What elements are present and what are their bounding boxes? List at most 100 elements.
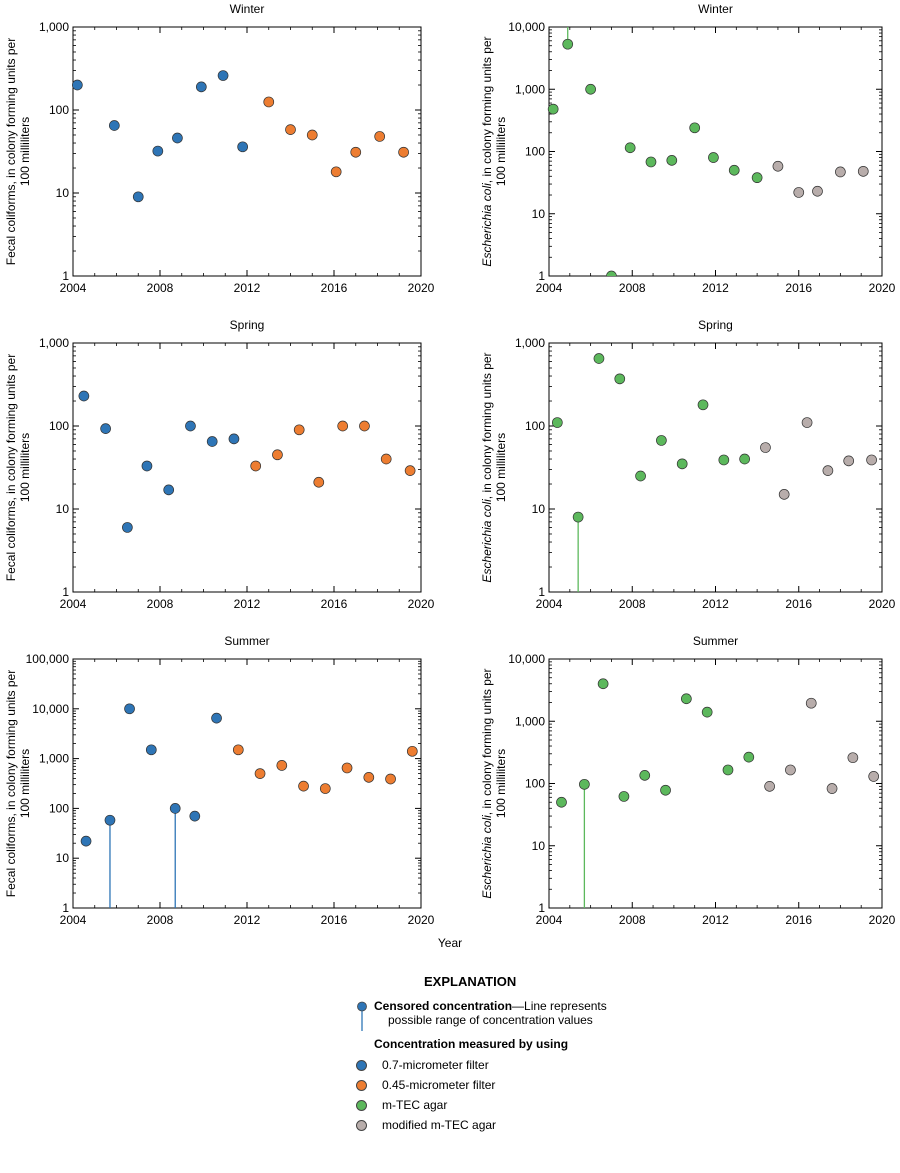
plot-area [556, 678, 880, 908]
data-point [764, 780, 775, 792]
data-point [708, 152, 719, 163]
data-point [645, 156, 657, 168]
legend-title: EXPLANATION [424, 974, 517, 989]
data-point [562, 38, 574, 50]
data-point [866, 454, 877, 466]
plot-area [547, 27, 869, 276]
y-tick-label: 100 [525, 777, 545, 791]
data-point [718, 454, 730, 466]
y-tick-label: 10 [56, 502, 70, 516]
data-point [152, 145, 164, 157]
y-tick-label: 1,000 [515, 714, 545, 728]
chart-title: Spring [698, 318, 733, 332]
legend-censored-bold: Censored concentration [374, 999, 513, 1013]
data-point [337, 420, 349, 432]
data-point [579, 778, 590, 790]
y-tick-label: 10 [532, 207, 546, 221]
data-point [276, 760, 288, 771]
data-point [801, 417, 813, 428]
data-point [722, 764, 734, 776]
chart-panel: Summer 1 10 100 1,000 10,000 2004 2008 2012 2016 2… [480, 634, 896, 927]
data-point [614, 373, 626, 385]
y-axis-title: Fecal coliforms, in colony forming units… [4, 354, 32, 581]
data-point [404, 465, 416, 476]
data-point [585, 83, 596, 95]
y-tick-label: 1 [62, 269, 69, 283]
plot-frame [72, 658, 422, 909]
data-point [80, 835, 92, 847]
data-point [100, 423, 111, 434]
data-point [406, 745, 418, 757]
data-point [398, 146, 409, 158]
data-point [163, 484, 175, 496]
x-tick-label: 2012 [702, 913, 729, 927]
data-point [743, 751, 755, 763]
plot-area [551, 353, 877, 592]
x-tick-label: 2008 [619, 913, 646, 927]
y-tick-label: 10 [532, 839, 546, 853]
y-tick-label: 1 [538, 901, 545, 915]
data-point [822, 465, 834, 476]
data-point [666, 155, 678, 166]
x-tick-label: 2016 [785, 597, 812, 611]
y-tick-label: 10,000 [508, 652, 545, 666]
y-tick-label: 100 [49, 103, 69, 117]
chart-title: Winter [230, 2, 265, 16]
legend-item: 0.45-micrometer filter [356, 1075, 716, 1095]
y-tick-label: 1 [62, 901, 69, 915]
y-tick-label: 10 [56, 186, 70, 200]
x-tick-label: 2020 [408, 597, 435, 611]
data-point [132, 191, 144, 203]
legend-item: m-TEC agar [356, 1095, 716, 1115]
chart-title: Summer [693, 634, 738, 648]
y-tick-label: 100 [49, 801, 69, 815]
data-point [122, 522, 133, 533]
data-point [639, 770, 651, 781]
data-point [812, 185, 823, 197]
chart-panel: Summer 1 10 100 1,000 10,000 100,000 2004 2008 20… [4, 634, 435, 927]
y-tick-label: 10 [532, 502, 546, 516]
x-tick-label: 2012 [234, 913, 261, 927]
data-point [285, 124, 296, 135]
data-point [751, 172, 763, 184]
y-tick-label: 10 [56, 851, 70, 865]
legend-marker-icon [356, 1100, 367, 1111]
plot-frame [548, 26, 883, 277]
censored-symbol-icon [357, 1001, 367, 1031]
legend-marker-icon [356, 1060, 367, 1071]
legend-marker-icon [356, 1080, 367, 1091]
data-point [676, 458, 688, 470]
legend-censored-text-2: possible range of concentration values [388, 1013, 593, 1027]
y-tick-label: 100 [525, 145, 545, 159]
data-point [185, 420, 196, 432]
data-point [826, 783, 838, 794]
data-point [689, 122, 701, 134]
x-tick-label: 2008 [147, 913, 174, 927]
data-point [660, 784, 671, 796]
plot-frame [72, 342, 422, 593]
x-tick-label: 2012 [702, 597, 729, 611]
chart-title: Spring [230, 318, 265, 332]
data-point [635, 470, 646, 482]
legend-item-label: 0.7-micrometer filter [382, 1058, 489, 1072]
data-point [656, 435, 667, 446]
data-point [232, 744, 244, 756]
legend-item-label: modified m-TEC agar [382, 1118, 497, 1132]
data-point [206, 436, 218, 447]
data-point [739, 453, 750, 465]
data-point [306, 129, 318, 141]
legend: EXPLANATION Censored concentration—Line … [356, 974, 716, 1135]
y-tick-label: 1,000 [39, 20, 69, 34]
x-tick-label: 2020 [869, 597, 896, 611]
plot-area [71, 70, 409, 203]
data-point [835, 166, 846, 178]
data-point [141, 460, 153, 472]
data-point [298, 780, 309, 792]
data-point [385, 773, 396, 785]
y-tick-label: 1,000 [39, 752, 69, 766]
x-tick-label: 2012 [702, 281, 729, 295]
plot-frame [72, 26, 422, 277]
y-axis-title: Fecal coliforms, in colony forming units… [4, 670, 32, 897]
y-tick-label: 1 [538, 269, 545, 283]
